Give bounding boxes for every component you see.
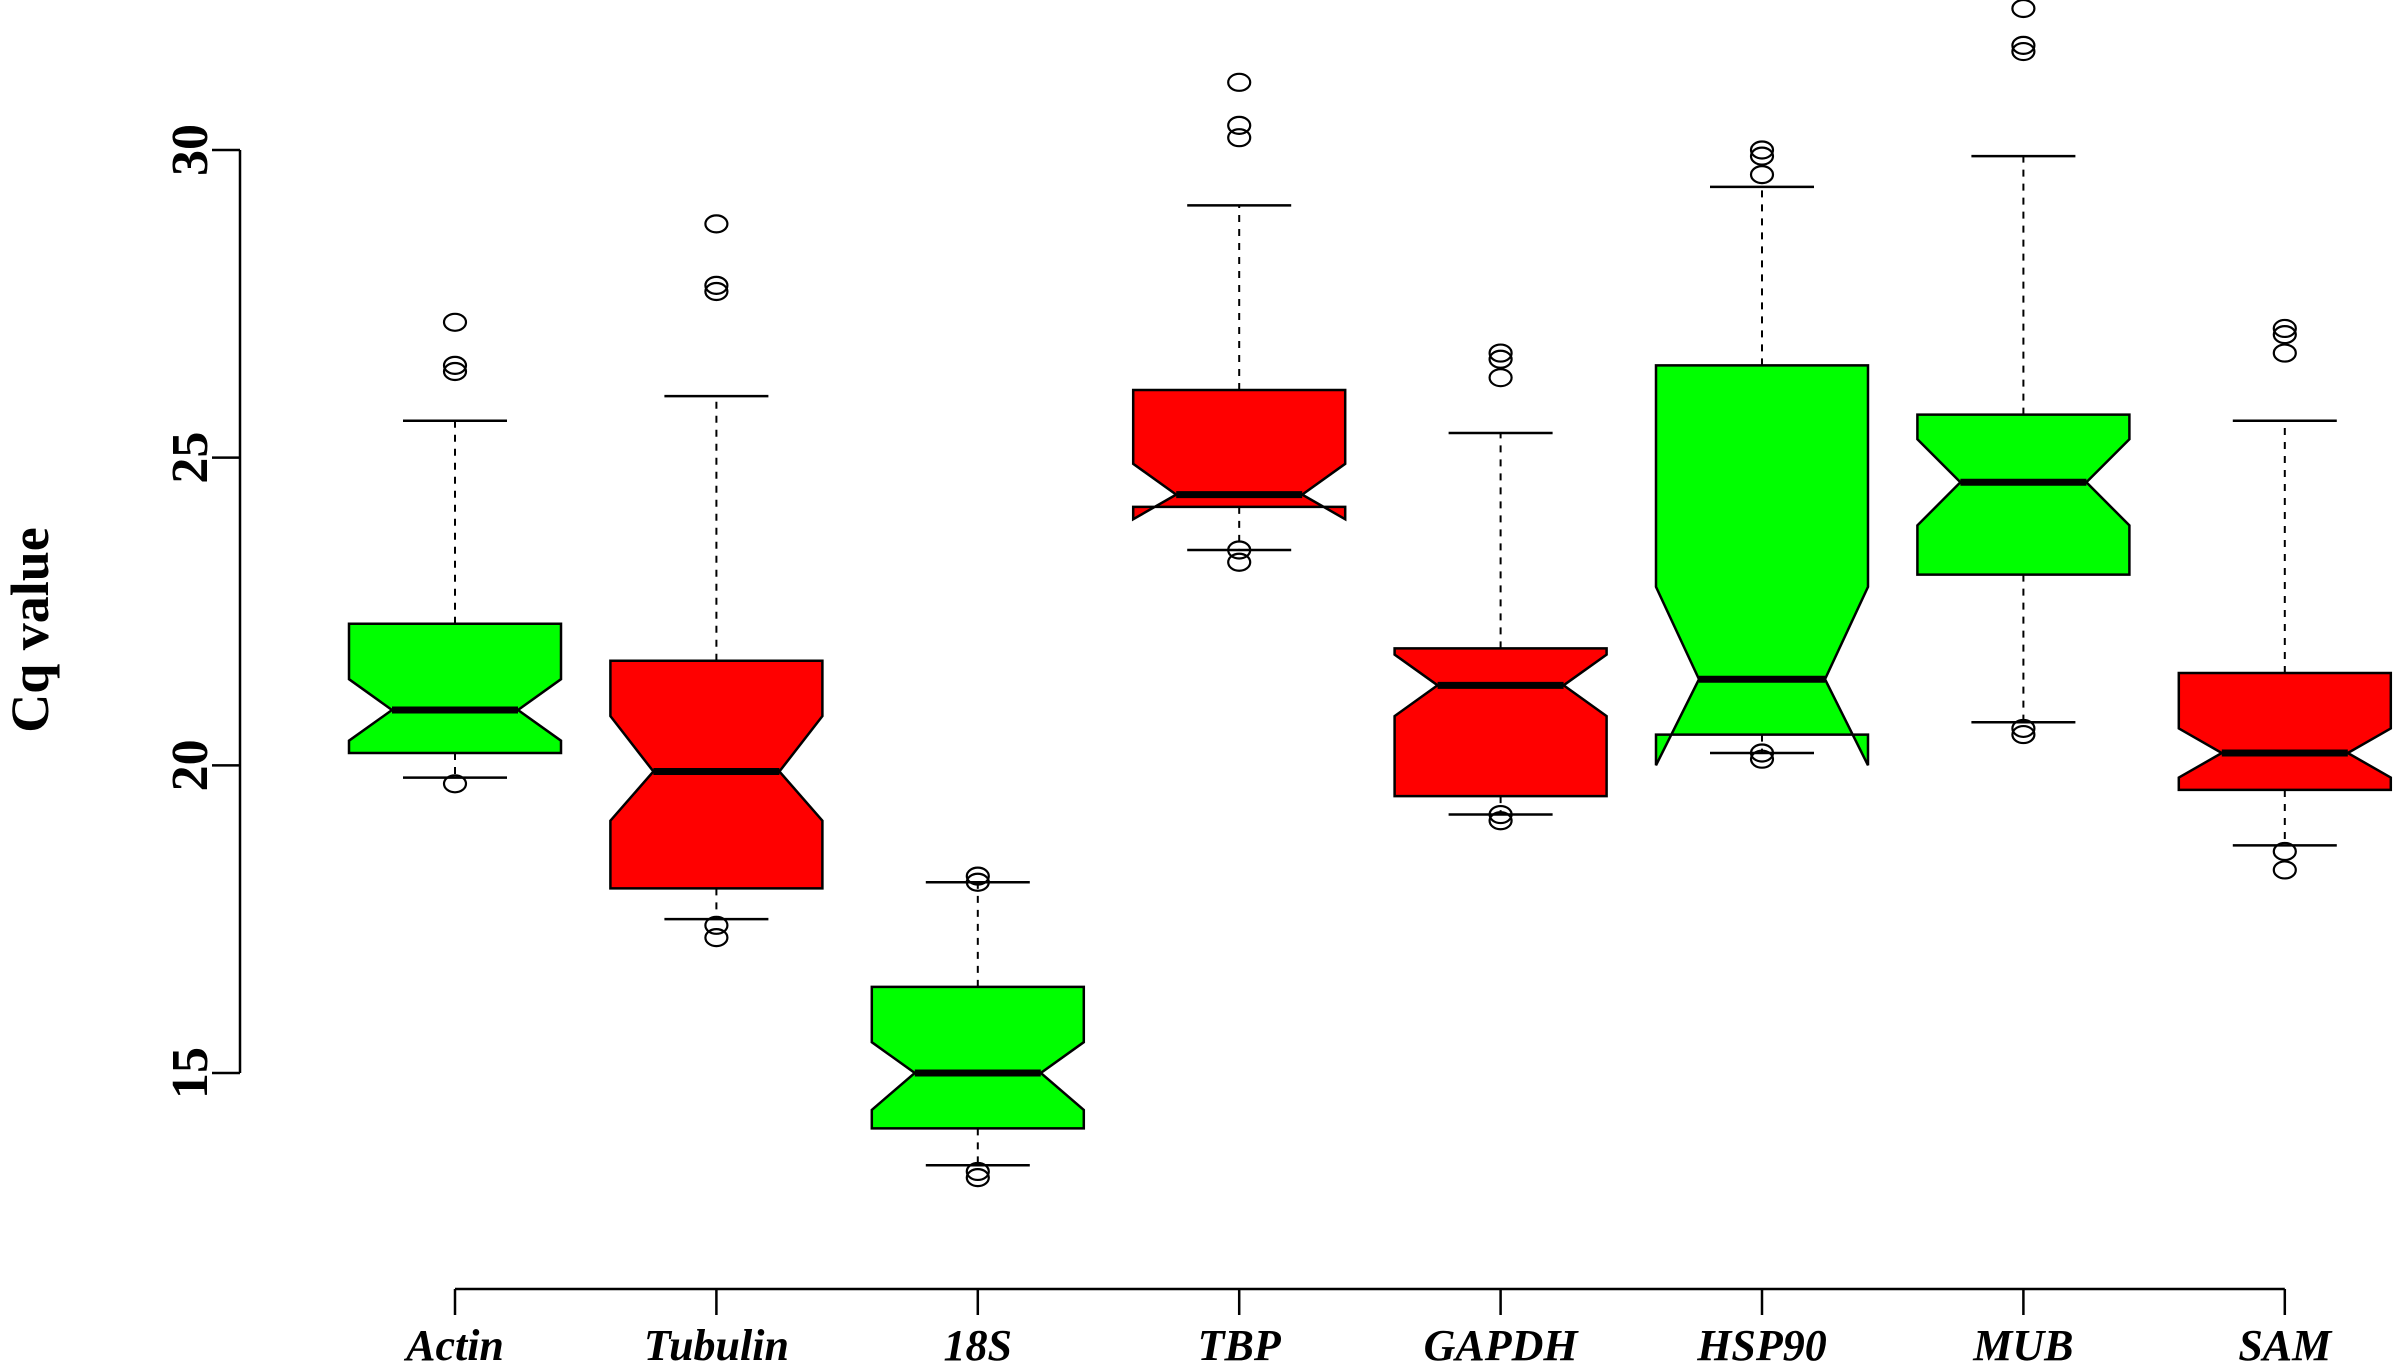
outlier-point <box>1227 115 1252 135</box>
box-body <box>347 622 563 755</box>
outlier-point <box>2011 35 2036 55</box>
outlier-point <box>1488 804 1513 825</box>
box-mub <box>1916 0 2131 745</box>
x-tick-label: 18S <box>944 1321 1012 1368</box>
box-sam <box>2177 318 2393 880</box>
x-tick-label: Tubulin <box>644 1321 789 1368</box>
y-axis-label: Cq value <box>0 527 60 733</box>
outlier-point <box>704 915 729 935</box>
outlier-point <box>1227 552 1252 572</box>
outlier-point <box>1227 72 1252 92</box>
outlier-point <box>1749 165 1775 185</box>
outlier-point <box>2272 343 2297 363</box>
outlier-point <box>1488 368 1513 388</box>
outlier-point <box>965 1168 990 1188</box>
x-tick-label: MUB <box>1972 1321 2073 1368</box>
y-tick-label: 15 <box>162 1047 219 1099</box>
outlier-point <box>2272 325 2297 345</box>
y-tick-label: 30 <box>162 124 219 176</box>
outlier-point <box>1488 349 1513 369</box>
outlier-point <box>2011 718 2036 739</box>
box-body <box>1131 388 1347 522</box>
box-hsp90 <box>1654 140 1870 769</box>
x-tick-label: SAM <box>2238 1321 2333 1368</box>
outlier-point <box>1749 749 1775 769</box>
outlier-point <box>704 928 729 948</box>
outlier-point <box>1488 343 1513 363</box>
outlier-point <box>1749 140 1775 160</box>
y-tick-label: 20 <box>162 739 219 791</box>
box-tbp <box>1131 72 1347 572</box>
x-tick-label: HSP90 <box>1696 1321 1827 1368</box>
x-tick-label: TBP <box>1198 1321 1282 1368</box>
box-body <box>1654 364 1870 766</box>
x-tick-label: Actin <box>403 1321 504 1368</box>
outlier-point <box>2272 318 2297 339</box>
outlier-point <box>442 774 468 794</box>
x-tick-label: GAPDH <box>1424 1321 1580 1368</box>
box-gapdh <box>1393 343 1608 831</box>
outlier-point <box>965 872 990 892</box>
box-actin <box>347 312 563 794</box>
outlier-point <box>442 355 468 375</box>
outlier-point <box>2011 41 2036 62</box>
outlier-point <box>2011 724 2036 745</box>
box-tubulin <box>609 214 824 948</box>
outlier-point <box>2011 0 2036 19</box>
outlier-point <box>2272 841 2297 862</box>
outlier-point <box>965 1161 990 1182</box>
outlier-point <box>1749 743 1775 763</box>
y-axis: 15 20 25 30 <box>162 124 242 1099</box>
y-tick-label: 25 <box>162 432 219 484</box>
outlier-point <box>1749 146 1775 166</box>
x-axis: Actin Tubulin 18S TBP GAPDH HSP90 MUB SAM <box>403 1287 2333 1368</box>
outlier-point <box>2272 860 2297 880</box>
outlier-point <box>1227 540 1252 560</box>
outlier-point <box>1488 811 1513 831</box>
box-body <box>1916 413 2131 576</box>
box-body <box>1393 647 1608 798</box>
outlier-point <box>1227 128 1252 148</box>
box-18s <box>870 866 1086 1188</box>
box-body <box>2177 671 2393 792</box>
outlier-point <box>704 275 729 295</box>
box-body <box>870 985 1086 1130</box>
outlier-point <box>442 312 468 332</box>
outlier-point <box>965 866 990 886</box>
outlier-point <box>704 214 729 234</box>
boxes-layer <box>347 0 2393 1188</box>
outlier-point <box>442 361 468 382</box>
outlier-point <box>704 281 729 302</box>
